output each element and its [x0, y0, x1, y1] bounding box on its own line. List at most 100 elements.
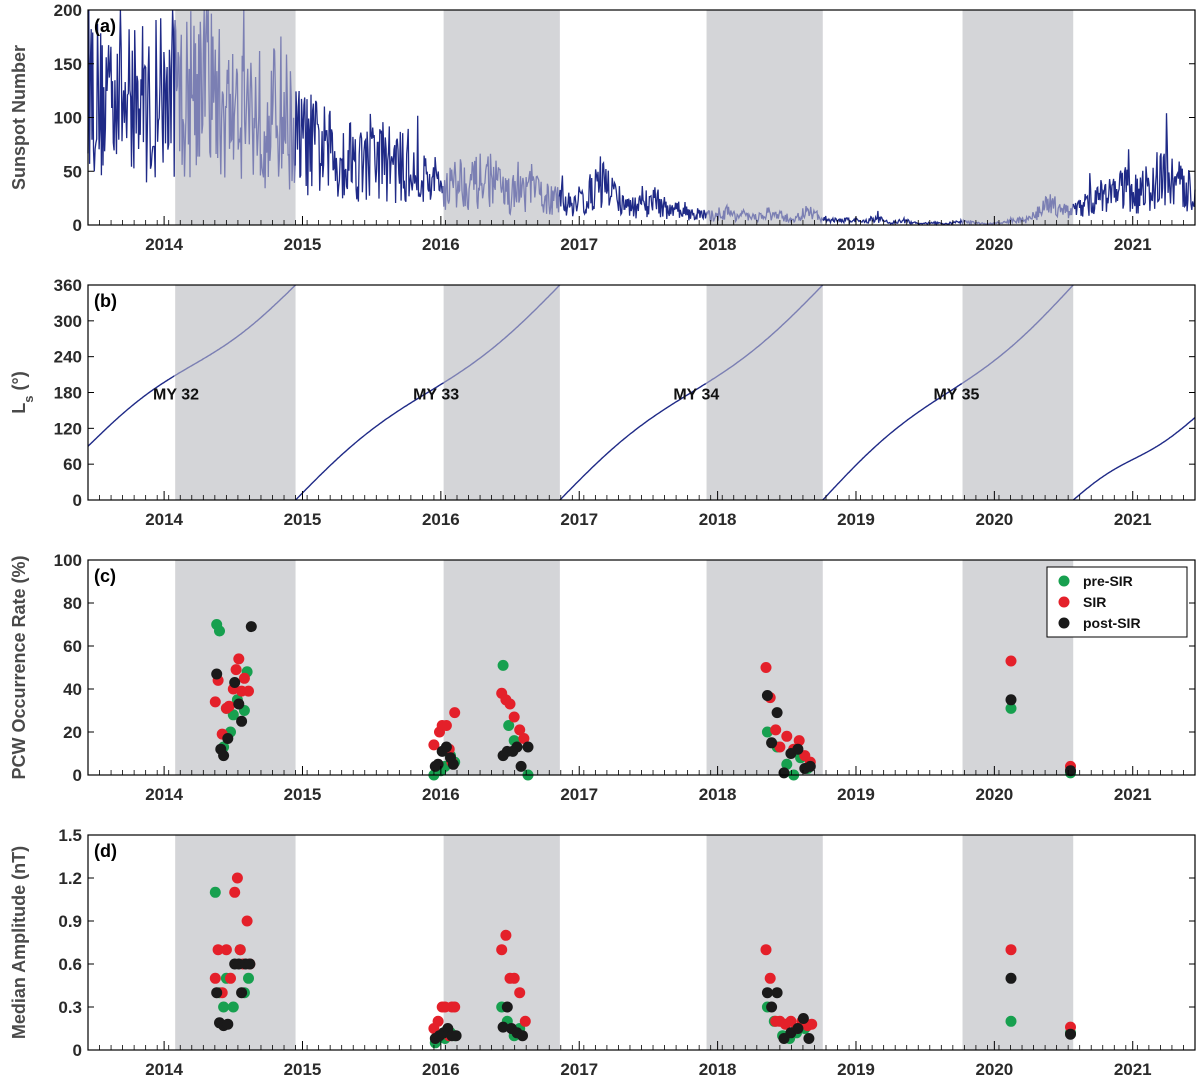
sir-point — [234, 944, 246, 956]
y-axis-label: PCW Occurrence Rate (%) — [9, 555, 29, 779]
sunspot-line-segment — [961, 194, 1074, 226]
y-tick-label: 240 — [54, 348, 82, 367]
y-axis-label: Sunspot Number — [9, 45, 29, 190]
x-tick-label: 2019 — [837, 785, 875, 804]
mars-year-label: MY 32 — [153, 387, 199, 404]
ls-line-5 — [1072, 417, 1196, 501]
x-tick-label: 2015 — [284, 510, 322, 529]
post-sir-point — [245, 621, 257, 633]
sunspot-line-segment — [174, 9, 296, 190]
sir-point — [440, 720, 452, 731]
sir-point — [504, 698, 516, 710]
pre-sir-point — [1005, 1015, 1017, 1027]
ls-line-4 — [961, 284, 1074, 385]
sir-point — [774, 741, 786, 753]
sir-point — [220, 944, 232, 956]
panel-label: (b) — [94, 291, 117, 311]
sir-point — [223, 700, 235, 712]
ls-line-2 — [295, 382, 444, 501]
x-tick-label: 2017 — [560, 510, 598, 529]
ls-line-4 — [822, 383, 963, 501]
x-tick-label: 2020 — [975, 510, 1013, 529]
y-axis-label-main: L — [9, 403, 29, 414]
ls-line-3 — [705, 284, 824, 385]
y-tick-label: 150 — [54, 55, 82, 74]
sunspot-line-segment — [558, 156, 707, 221]
pre-sir-point — [761, 726, 773, 738]
legend-marker-pre-sir — [1058, 575, 1070, 587]
y-tick-label: 300 — [54, 312, 82, 331]
sir-point — [432, 1015, 444, 1027]
sir-point — [449, 1001, 461, 1013]
post-sir-point — [766, 737, 778, 749]
x-tick-label: 2014 — [145, 1060, 183, 1079]
pre-sir-point — [1005, 702, 1017, 714]
x-tick-label: 2014 — [145, 510, 183, 529]
x-tick-label: 2018 — [699, 1060, 737, 1079]
x-tick-label: 2018 — [699, 785, 737, 804]
ls-line-1 — [173, 284, 297, 377]
y-tick-label: 40 — [63, 680, 82, 699]
y-tick-label: 120 — [54, 419, 82, 438]
mars-year-label: MY 34 — [673, 387, 719, 404]
x-tick-label: 2020 — [975, 1060, 1013, 1079]
y-tick-label: 0 — [73, 216, 82, 235]
ls-line-1 — [87, 375, 175, 447]
sunspot-line-segment — [87, 9, 176, 183]
y-tick-label: 360 — [54, 276, 82, 295]
sir-point — [243, 685, 254, 697]
sir-point — [229, 886, 241, 898]
sir-point — [514, 724, 526, 736]
sir-point — [225, 972, 236, 984]
pre-sir-point — [781, 758, 793, 770]
sunspot-line-segment — [1072, 113, 1196, 217]
sir-point — [209, 696, 221, 708]
post-sir-point — [501, 1001, 513, 1013]
sir-point — [1005, 944, 1017, 956]
sir-point — [1005, 655, 1017, 667]
shaded-interval-2 — [443, 285, 560, 500]
sir-point — [508, 972, 520, 984]
post-sir-point — [1065, 765, 1076, 777]
x-tick-label: 2020 — [975, 785, 1013, 804]
y-tick-label: 100 — [54, 551, 82, 570]
sir-point — [760, 944, 772, 956]
sir-point — [519, 1015, 531, 1027]
legend-box — [1046, 566, 1188, 638]
shaded-interval-4 — [962, 835, 1074, 1050]
x-tick-label: 2015 — [284, 785, 322, 804]
post-sir-point — [229, 677, 241, 688]
y-tick-label: 50 — [63, 162, 82, 181]
post-sir-point — [511, 741, 523, 753]
panel-c: pre-SIR SIR post-SIR 0 20 40 60 80 100 2014 2015 20… — [9, 551, 1196, 804]
post-sir-point — [497, 1021, 509, 1033]
x-tick-label: 2021 — [1114, 510, 1152, 529]
x-tick-label: 2016 — [422, 1060, 460, 1079]
sunspot-line-segment — [294, 90, 444, 204]
pre-sir-point — [218, 1001, 230, 1013]
panel-label: (c) — [94, 566, 116, 586]
x-tick-label: 2016 — [422, 510, 460, 529]
x-tick-label: 2016 — [422, 235, 460, 254]
mars-year-label: MY 33 — [413, 387, 459, 404]
x-tick-label: 2021 — [1114, 785, 1152, 804]
y-axis-label-unit: (°) — [9, 371, 29, 395]
y-tick-label: 60 — [63, 637, 82, 656]
post-sir-point — [222, 1018, 234, 1030]
x-tick-label: 2021 — [1114, 1060, 1152, 1079]
x-tick-label: 2017 — [560, 785, 598, 804]
ls-line-3 — [559, 383, 707, 501]
panel-b: MY 32 MY 33 MY 34 MY 35 0 60 120 180 240 300 360 20… — [9, 276, 1196, 529]
post-sir-point — [771, 987, 783, 999]
y-tick-label: 200 — [54, 1, 82, 20]
y-tick-label: 0 — [73, 1041, 82, 1060]
pre-sir-point — [209, 886, 221, 898]
post-sir-point — [792, 1023, 804, 1034]
shaded-interval-3 — [706, 10, 823, 225]
legend-label: SIR — [1083, 594, 1106, 610]
post-sir-point — [432, 758, 444, 770]
sir-point — [212, 944, 224, 956]
sir-point — [231, 872, 243, 884]
panel-label: (d) — [94, 841, 117, 861]
